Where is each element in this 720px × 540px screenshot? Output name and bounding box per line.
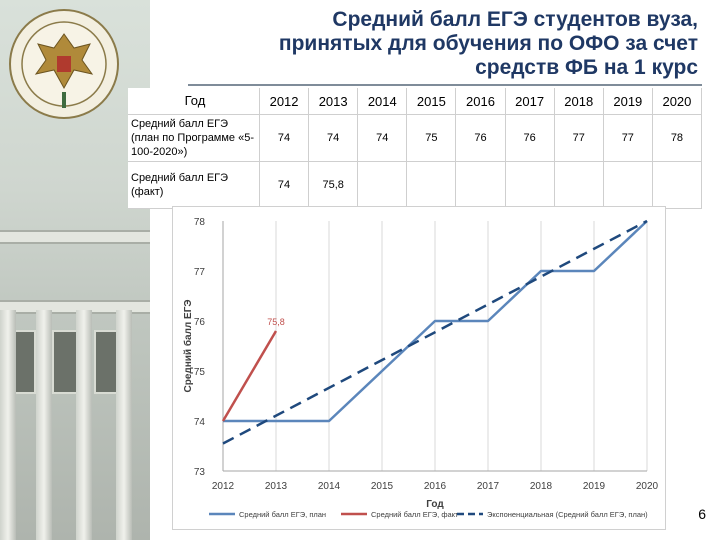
title-line: принятых для обучения по ОФО за счет — [278, 32, 698, 55]
table-cell: 78 — [652, 114, 703, 162]
x-tick-label: 2019 — [583, 481, 606, 492]
slide-title: Средний балл ЕГЭ студентов вуза, приняты… — [218, 8, 698, 80]
table-cell — [406, 161, 457, 209]
title-line: средств ФБ на 1 курс — [475, 56, 698, 79]
chart-container: 73 74 75 76 77 78 2012 2013 2014 2015 2016 2017 2018… — [172, 206, 666, 530]
data-label: 75,8 — [267, 317, 285, 327]
building-column — [0, 310, 16, 540]
table-header-year: 2017 — [505, 88, 555, 115]
table-cell: 74 — [308, 114, 359, 162]
table-header-row: Год 2012 2013 2014 2015 2016 2017 2018 2… — [128, 88, 703, 115]
table-cell — [455, 161, 506, 209]
table-cell — [505, 161, 555, 209]
legend-label: Средний балл ЕГЭ, план — [239, 510, 326, 519]
title-line: Средний балл ЕГЭ студентов вуза, — [332, 8, 698, 31]
page-number: 6 — [698, 506, 706, 522]
y-axis-title: Средний балл ЕГЭ — [182, 299, 194, 392]
x-tick-label: 2020 — [636, 481, 659, 492]
building-column — [116, 310, 132, 540]
x-tick-label: 2015 — [371, 481, 394, 492]
series-line — [221, 330, 278, 422]
table-cell: 76 — [505, 114, 555, 162]
table-cell — [603, 161, 653, 209]
table-header-year: 2012 — [259, 88, 310, 115]
y-tick-label: 74 — [194, 417, 206, 428]
table-header-year: 2013 — [308, 88, 359, 115]
y-tick-label: 73 — [194, 467, 206, 478]
data-table: Год 2012 2013 2014 2015 2016 2017 2018 2… — [128, 88, 703, 209]
y-tick-label: 78 — [194, 217, 206, 228]
table-cell: 77 — [554, 114, 604, 162]
table-cell: 75 — [406, 114, 457, 162]
table-cell: 75,8 — [308, 161, 359, 209]
table-header-label: Год — [128, 88, 260, 115]
table-row-label: Средний балл ЕГЭ (факт) — [128, 161, 260, 209]
line-chart: 73 74 75 76 77 78 2012 2013 2014 2015 2016 2017 2018… — [182, 217, 659, 519]
table-cell: 74 — [357, 114, 408, 162]
title-divider — [188, 84, 702, 86]
building-cornice — [0, 230, 150, 244]
table-cell — [357, 161, 408, 209]
x-tick-label: 2014 — [318, 481, 341, 492]
table-header-year: 2020 — [652, 88, 703, 115]
table-row-label: Средний балл ЕГЭ (план по Программе «5-1… — [128, 114, 260, 162]
series-line — [222, 219, 648, 445]
x-tick-label: 2016 — [424, 481, 447, 492]
building-column — [76, 310, 92, 540]
x-axis-title: Год — [426, 499, 444, 510]
table-header-year: 2014 — [357, 88, 408, 115]
table-header-year: 2016 — [455, 88, 506, 115]
x-tick-label: 2018 — [530, 481, 553, 492]
university-emblem — [9, 9, 119, 119]
y-tick-label: 75 — [194, 367, 206, 378]
table-header-year: 2019 — [603, 88, 653, 115]
building-column — [36, 310, 52, 540]
building-window — [52, 330, 78, 394]
table-cell — [652, 161, 703, 209]
table-header-year: 2018 — [554, 88, 604, 115]
table-row: Средний балл ЕГЭ (факт) 74 75,8 — [128, 161, 703, 209]
table-cell: 77 — [603, 114, 653, 162]
table-row: Средний балл ЕГЭ (план по Программе «5-1… — [128, 114, 703, 162]
y-tick-label: 76 — [194, 317, 206, 328]
x-tick-label: 2012 — [212, 481, 235, 492]
legend-label: Экспоненциальная (Средний балл ЕГЭ, план… — [487, 510, 648, 519]
x-tick-label: 2017 — [477, 481, 500, 492]
x-tick-label: 2013 — [265, 481, 288, 492]
table-cell: 76 — [455, 114, 506, 162]
series-line — [223, 220, 648, 423]
table-cell — [554, 161, 604, 209]
table-header-year: 2015 — [406, 88, 457, 115]
table-cell: 74 — [259, 161, 310, 209]
table-cell: 74 — [259, 114, 310, 162]
y-tick-label: 77 — [194, 267, 206, 278]
legend-label: Средний балл ЕГЭ, факт — [371, 510, 459, 519]
